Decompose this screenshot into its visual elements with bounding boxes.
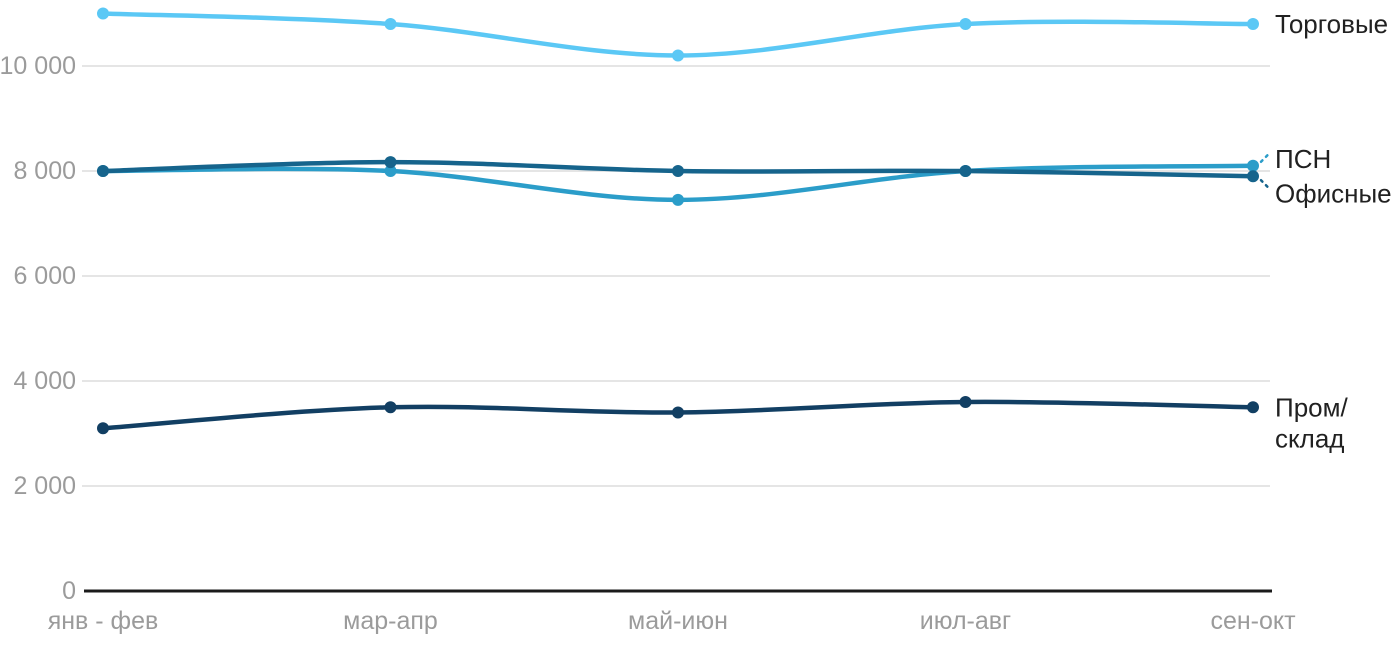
- x-axis-tick-label: май-июн: [628, 607, 728, 635]
- series-label-2: Офисные: [1275, 178, 1392, 208]
- series-label-0: Торговые: [1275, 9, 1388, 39]
- series-point[interactable]: [384, 156, 397, 169]
- series-point[interactable]: [672, 193, 684, 206]
- series-point[interactable]: [672, 165, 684, 177]
- y-axis-tick-label: 4 000: [13, 367, 76, 395]
- series-point[interactable]: [959, 18, 972, 30]
- y-axis-tick-label: 10 000: [0, 52, 76, 80]
- series-point[interactable]: [384, 401, 397, 414]
- x-axis-tick-label: мар-апр: [343, 607, 438, 635]
- series-point[interactable]: [959, 396, 972, 408]
- series-point[interactable]: [97, 165, 109, 177]
- series-point[interactable]: [384, 165, 397, 177]
- label-leader-line: [1259, 179, 1272, 191]
- series-point[interactable]: [959, 165, 972, 177]
- label-leader-line: [1259, 151, 1272, 163]
- x-axis-tick-label: сен-окт: [1210, 607, 1296, 635]
- y-axis-tick-label: 8 000: [13, 157, 76, 185]
- series-label-3: Пром/: [1275, 392, 1348, 422]
- series-line-0[interactable]: [100, 11, 1256, 58]
- y-axis-tick-label: 0: [62, 577, 76, 605]
- series-point[interactable]: [97, 422, 109, 435]
- y-axis-tick-label: 6 000: [13, 262, 76, 290]
- x-axis-tick-label: янв - фев: [48, 607, 159, 635]
- series-point[interactable]: [1247, 170, 1259, 183]
- x-axis-tick-label: июл-авг: [920, 607, 1011, 635]
- series-point[interactable]: [1247, 18, 1259, 30]
- series-label-1: ПСН: [1275, 144, 1331, 174]
- series-label-3: склад: [1275, 423, 1344, 453]
- series-point[interactable]: [1247, 159, 1259, 172]
- series-point[interactable]: [672, 49, 684, 62]
- series-point[interactable]: [672, 406, 684, 419]
- series-point[interactable]: [384, 18, 397, 30]
- series-point[interactable]: [1247, 401, 1259, 414]
- y-axis-tick-label: 2 000: [13, 472, 76, 500]
- series-point[interactable]: [97, 7, 109, 20]
